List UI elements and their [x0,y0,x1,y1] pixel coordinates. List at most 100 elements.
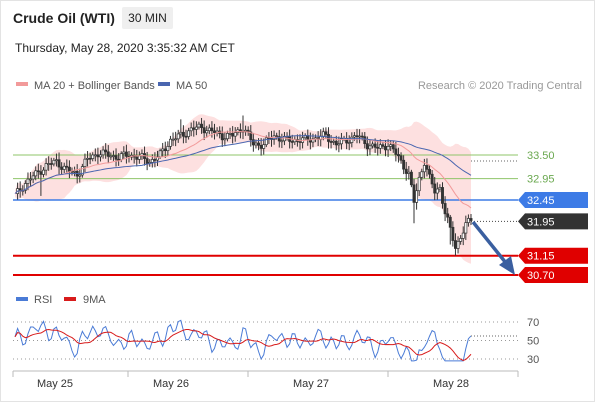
candle [355,128,359,144]
candle [381,141,385,150]
candle [226,130,229,142]
candle [207,124,211,135]
rsi-tick-30: 30 [527,354,539,366]
candle [73,166,77,177]
candle [99,150,102,162]
ma50-line [14,135,472,194]
candle [49,157,53,170]
candle [174,131,178,147]
candle [101,146,105,159]
candle [93,148,97,162]
candle [399,152,403,164]
candle [192,120,196,137]
candle [233,127,237,142]
ma20-legend-label: MA 20 + Bollinger Bands [34,80,155,92]
candle [109,152,113,160]
resistance-tag-33.50: 33.50 [527,150,555,162]
candle [223,132,227,147]
candle [327,127,330,149]
current-price-tag-bg [518,213,588,230]
candle [114,148,118,167]
candle [23,180,27,194]
rsi-tick-50: 50 [527,336,539,348]
candle [112,150,115,161]
current-price-tag-31.95: 31.95 [527,216,555,228]
candle [39,165,43,196]
candle [34,166,38,181]
candle [57,152,61,175]
timeframe-badge[interactable]: 30 MIN [122,7,173,29]
candle [298,134,302,150]
candle [438,184,442,193]
candle [259,138,263,156]
candle [62,162,66,174]
candle [145,151,149,171]
rsi-gridlines: 70 50 30 [13,317,539,366]
forecast-arrow [471,220,515,275]
candle [36,163,40,179]
candle [161,142,165,157]
candle [189,122,193,137]
x-tick-label: May 25 [37,378,73,390]
candle [358,129,362,144]
candle [347,135,351,151]
rsi-legend-swatch [16,297,28,301]
rsi9-legend-label: 9MA [83,294,106,306]
candle [443,196,447,222]
candle [420,168,424,181]
candle [104,143,108,159]
candle [55,153,58,167]
rsi-tick-70: 70 [527,317,539,329]
candle [205,125,209,138]
candle [202,120,206,141]
level-tags: 33.50 32.95 32.45 31.95 31.15 30.70 [518,150,588,283]
candle [441,182,444,209]
candle [407,166,411,180]
candle [78,168,82,183]
report-datetime: Thursday, May 28, 2020 3:35:32 AM CET [15,41,235,55]
candle [461,226,465,246]
ma20-line [14,131,472,209]
x-tick-label: May 27 [293,378,329,390]
rsi9-legend-swatch [64,297,76,301]
candle [163,141,167,158]
candle [44,158,48,176]
candle [277,130,281,148]
candle [200,117,203,134]
candle [412,178,416,224]
candle [249,125,253,147]
candle [122,146,126,160]
candle [280,133,284,149]
candle [448,214,452,245]
candle [156,150,159,167]
candle [430,170,434,189]
candle [337,136,341,153]
ma50-legend-label: MA 50 [176,80,207,92]
instrument-title: Crude Oil (WTI) [13,10,115,26]
candle [106,145,110,164]
candle [42,167,45,178]
candle [435,182,439,200]
candle [197,121,201,130]
candle [213,123,216,140]
candle [376,140,380,156]
rsi-lines [14,319,518,362]
x-tick-label: May 28 [433,378,469,390]
candle [184,129,188,144]
candle [459,235,463,245]
candle [83,153,87,173]
resistance-tag-32.95: 32.95 [527,174,555,186]
moving-averages [14,131,472,209]
pivot-tag-bg [518,192,588,208]
candle [169,135,172,150]
support-tag-bg [518,267,588,283]
candle [29,172,32,187]
candle [181,125,185,144]
candle [433,176,437,201]
candle [220,126,224,147]
x-axis: May 25 May 26 May 27 May 28 [12,371,519,390]
candle [451,221,455,247]
support-tag-31.15: 31.15 [527,251,555,263]
support-tag-bg [518,247,588,264]
